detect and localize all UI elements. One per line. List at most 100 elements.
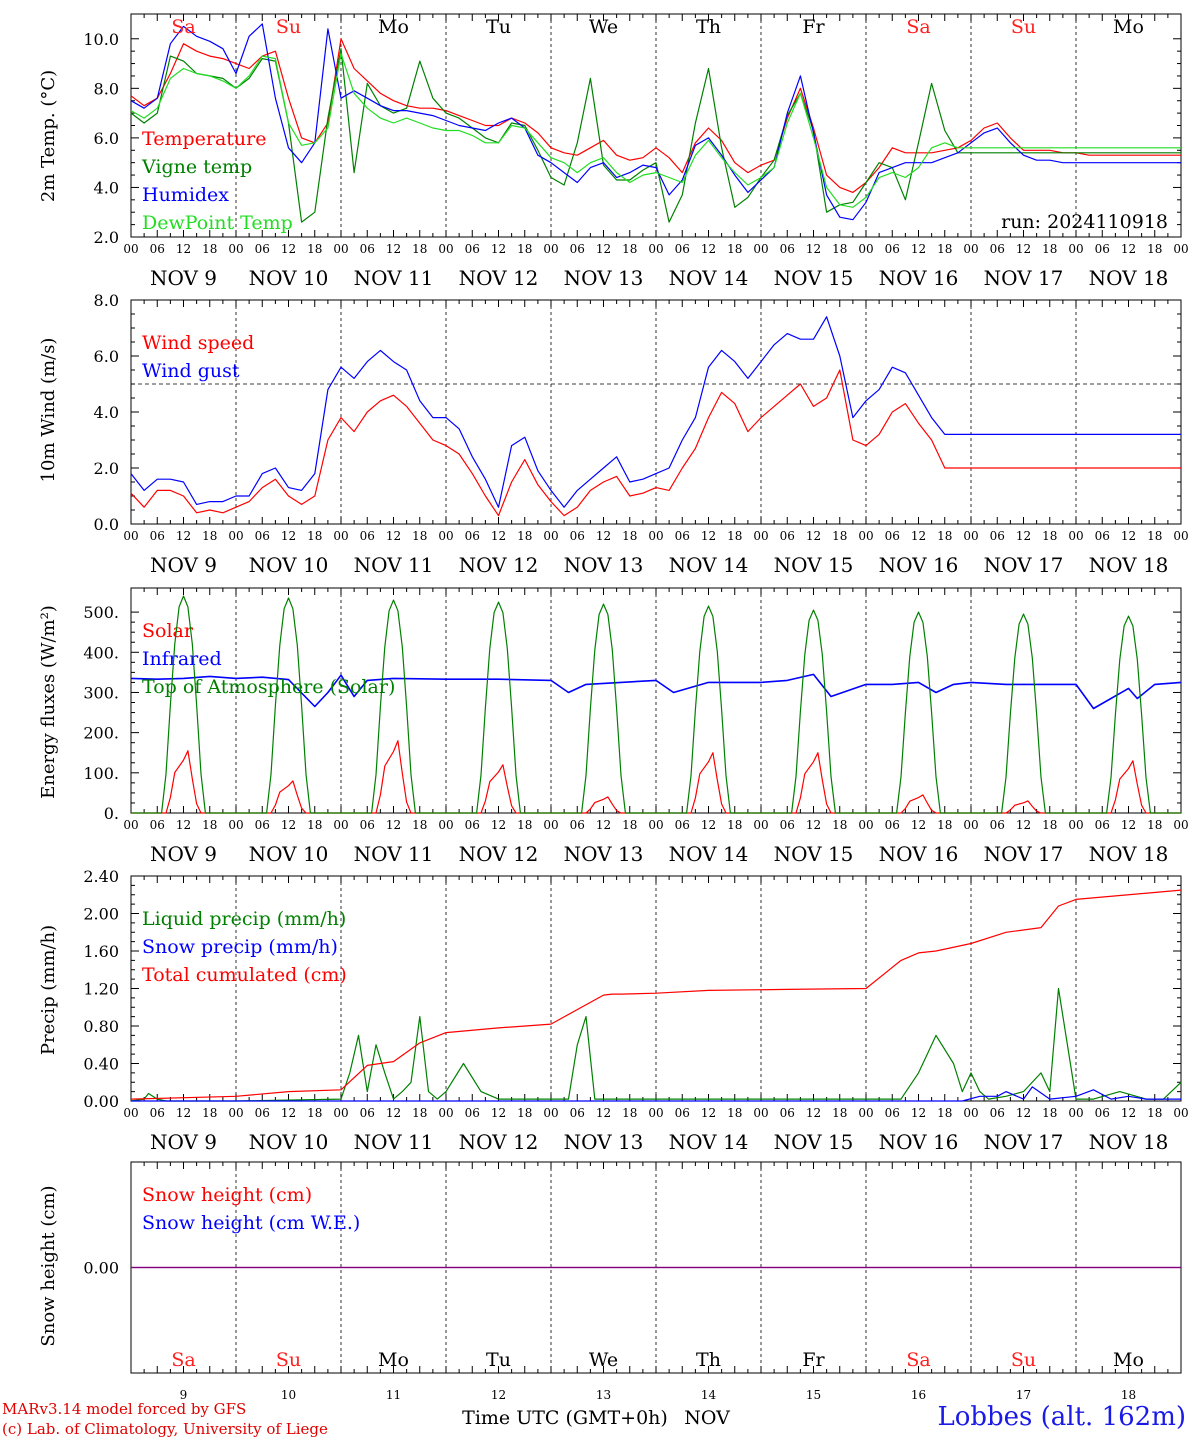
fluxes-legend-label: Solar <box>142 620 194 642</box>
wind-date-label: NOV 13 <box>564 553 644 577</box>
wind-date-label: NOV 14 <box>669 553 749 577</box>
precip-date-label: NOV 17 <box>984 1130 1064 1154</box>
temperature-date-label: NOV 11 <box>354 266 434 290</box>
wind-hour-label: 00 <box>963 529 978 543</box>
fluxes-legend-label: Top of Atmosphere (Solar) <box>142 676 395 698</box>
temperature-hour-label: 12 <box>491 242 506 256</box>
fluxes-hour-label: 00 <box>753 818 768 832</box>
fluxes-hour-label: 06 <box>570 818 585 832</box>
fluxes-series-line <box>130 673 1182 710</box>
temperature-legend-label: Humidex <box>142 184 229 206</box>
fluxes-y-axis-label: Energy fluxes (W/m²) <box>38 605 59 799</box>
wind-legend-label: Wind speed <box>142 332 254 354</box>
fluxes-hour-label: 00 <box>333 818 348 832</box>
snow-dow-label: Mo <box>378 1349 409 1371</box>
precip-hour-label: 18 <box>832 1106 847 1120</box>
fluxes-hour-label: 06 <box>990 818 1005 832</box>
precip-hour-label: 00 <box>1068 1106 1083 1120</box>
fluxes-hour-label: 12 <box>176 818 191 832</box>
fluxes-hour-label: 12 <box>1016 818 1031 832</box>
temperature-hour-label: 18 <box>937 242 952 256</box>
wind-date-label: NOV 17 <box>984 553 1064 577</box>
precip-hour-label: 06 <box>255 1106 270 1120</box>
model-credit-line: MARv3.14 model forced by GFS <box>2 1400 247 1418</box>
precip-hour-label: 06 <box>780 1106 795 1120</box>
temperature-y-tick-label: 8.0 <box>94 79 119 98</box>
wind-date-label: NOV 16 <box>879 553 959 577</box>
wind-y-tick-label: 8.0 <box>94 291 119 310</box>
temp-dow-label: Sa <box>906 16 930 38</box>
precip-hour-label: 06 <box>1095 1106 1110 1120</box>
wind-hour-label: 12 <box>281 529 296 543</box>
snow-dow-label: Su <box>276 1349 301 1371</box>
fluxes-hour-label: 06 <box>1095 818 1110 832</box>
fluxes-hour-label: 18 <box>307 818 322 832</box>
wind-y-tick-label: 0.0 <box>94 515 119 534</box>
temperature-hour-label: 00 <box>1173 242 1188 256</box>
bottom-day-number: 13 <box>596 1388 611 1402</box>
precip-hour-label: 06 <box>885 1106 900 1120</box>
fluxes-hour-label: 18 <box>517 818 532 832</box>
fluxes-y-tick-label: 100. <box>83 764 119 783</box>
precip-hour-label: 00 <box>1173 1106 1188 1120</box>
precip-legend-label: Liquid precip (mm/h) <box>142 908 346 930</box>
temperature-hour-label: 00 <box>648 242 663 256</box>
bottom-day-number: 14 <box>701 1388 717 1402</box>
precip-date-label: NOV 13 <box>564 1130 644 1154</box>
wind-hour-label: 06 <box>990 529 1005 543</box>
fluxes-date-label: NOV 11 <box>354 842 434 866</box>
temperature-hour-label: 12 <box>176 242 191 256</box>
fluxes-date-label: NOV 16 <box>879 842 959 866</box>
fluxes-hour-label: 18 <box>202 818 217 832</box>
lab-credit-line: (c) Lab. of Climatology, University of L… <box>2 1420 328 1438</box>
wind-hour-label: 18 <box>517 529 532 543</box>
bottom-day-number: 17 <box>1016 1388 1031 1402</box>
fluxes-frame <box>130 587 1182 814</box>
temperature-hour-label: 12 <box>701 242 716 256</box>
temperature-hour-label: 18 <box>307 242 322 256</box>
temperature-legend-label: Vigne temp <box>141 156 252 178</box>
temp-dow-label: Mo <box>378 16 409 38</box>
fluxes-hour-label: 12 <box>911 818 926 832</box>
precip-hour-label: 18 <box>517 1106 532 1120</box>
temperature-hour-label: 18 <box>727 242 742 256</box>
snow-dow-label: Th <box>696 1349 721 1371</box>
fluxes-date-label: NOV 9 <box>150 842 217 866</box>
temp-dow-label: Su <box>1011 16 1036 38</box>
fluxes-y-tick-label: 400. <box>83 643 119 662</box>
fluxes-hour-label: 00 <box>1068 818 1083 832</box>
temperature-series-line <box>130 38 1181 193</box>
precip-hour-label: 00 <box>333 1106 348 1120</box>
wind-hour-label: 06 <box>360 529 375 543</box>
temperature-hour-label: 06 <box>255 242 270 256</box>
precip-hour-label: 06 <box>675 1106 690 1120</box>
temperature-hour-label: 00 <box>123 242 138 256</box>
temperature-y-tick-label: 10.0 <box>83 30 119 49</box>
temperature-hour-label: 12 <box>1016 242 1031 256</box>
wind-hour-label: 12 <box>596 529 611 543</box>
wind-date-label: NOV 9 <box>150 553 217 577</box>
wind-date-label: NOV 12 <box>459 553 539 577</box>
wind-series-line <box>130 369 1181 517</box>
temp-dow-label: Sa <box>171 16 195 38</box>
wind-hour-label: 00 <box>858 529 873 543</box>
precip-series-line <box>131 1086 1181 1102</box>
temperature-hour-label: 12 <box>1121 242 1136 256</box>
wind-y-axis-label: 10m Wind (m/s) <box>38 338 59 483</box>
precip-series-line <box>130 889 1182 1100</box>
temperature-series-line <box>130 48 1181 223</box>
precip-date-label: NOV 11 <box>354 1130 434 1154</box>
bottom-day-number: 11 <box>386 1388 401 1402</box>
fluxes-hour-label: 12 <box>1121 818 1136 832</box>
fluxes-hour-label: 18 <box>832 818 847 832</box>
precip-hour-label: 18 <box>1042 1106 1057 1120</box>
x-axis-month-label: NOV <box>684 1407 730 1429</box>
fluxes-hour-label: 12 <box>806 818 821 832</box>
temp-dow-label: Tu <box>486 16 511 38</box>
run-label: run: 2024110918 <box>1001 211 1168 233</box>
fluxes-hour-label: 12 <box>281 818 296 832</box>
precip-hour-label: 00 <box>123 1106 138 1120</box>
fluxes-hour-label: 12 <box>386 818 401 832</box>
temperature-legend-label: DewPoint Temp <box>142 212 293 234</box>
temperature-hour-label: 18 <box>622 242 637 256</box>
